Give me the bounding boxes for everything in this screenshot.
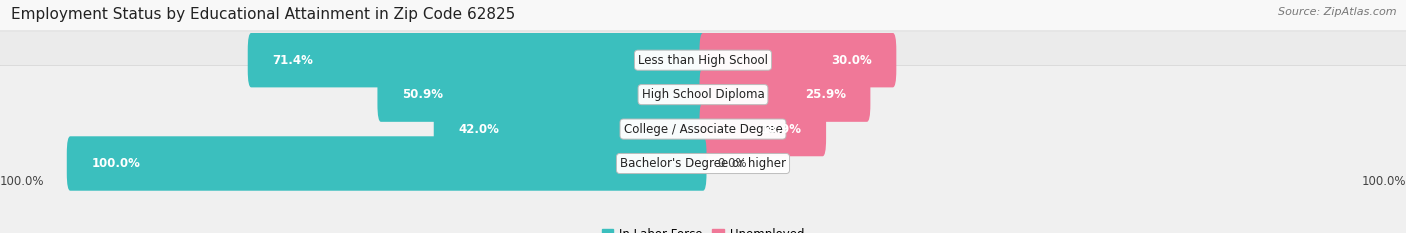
Text: 71.4%: 71.4% <box>273 54 314 67</box>
FancyBboxPatch shape <box>700 67 870 122</box>
Text: Less than High School: Less than High School <box>638 54 768 67</box>
Text: 42.0%: 42.0% <box>458 123 499 136</box>
Text: Employment Status by Educational Attainment in Zip Code 62825: Employment Status by Educational Attainm… <box>11 7 516 22</box>
Legend: In Labor Force, Unemployed: In Labor Force, Unemployed <box>598 223 808 233</box>
FancyBboxPatch shape <box>700 102 827 156</box>
FancyBboxPatch shape <box>700 33 897 87</box>
FancyBboxPatch shape <box>247 33 707 87</box>
FancyBboxPatch shape <box>0 31 1406 227</box>
FancyBboxPatch shape <box>0 0 1406 193</box>
Text: 50.9%: 50.9% <box>402 88 443 101</box>
Text: 100.0%: 100.0% <box>0 175 45 188</box>
Text: 30.0%: 30.0% <box>831 54 872 67</box>
Text: 100.0%: 100.0% <box>91 157 141 170</box>
Text: 100.0%: 100.0% <box>1361 175 1406 188</box>
FancyBboxPatch shape <box>0 65 1406 233</box>
FancyBboxPatch shape <box>67 136 707 191</box>
Text: Bachelor's Degree or higher: Bachelor's Degree or higher <box>620 157 786 170</box>
Text: 0.0%: 0.0% <box>717 157 747 170</box>
FancyBboxPatch shape <box>433 102 707 156</box>
FancyBboxPatch shape <box>0 0 1406 158</box>
Text: High School Diploma: High School Diploma <box>641 88 765 101</box>
Text: 18.9%: 18.9% <box>761 123 801 136</box>
Text: 25.9%: 25.9% <box>804 88 846 101</box>
Text: Source: ZipAtlas.com: Source: ZipAtlas.com <box>1278 7 1396 17</box>
Text: College / Associate Degree: College / Associate Degree <box>624 123 782 136</box>
FancyBboxPatch shape <box>377 67 707 122</box>
